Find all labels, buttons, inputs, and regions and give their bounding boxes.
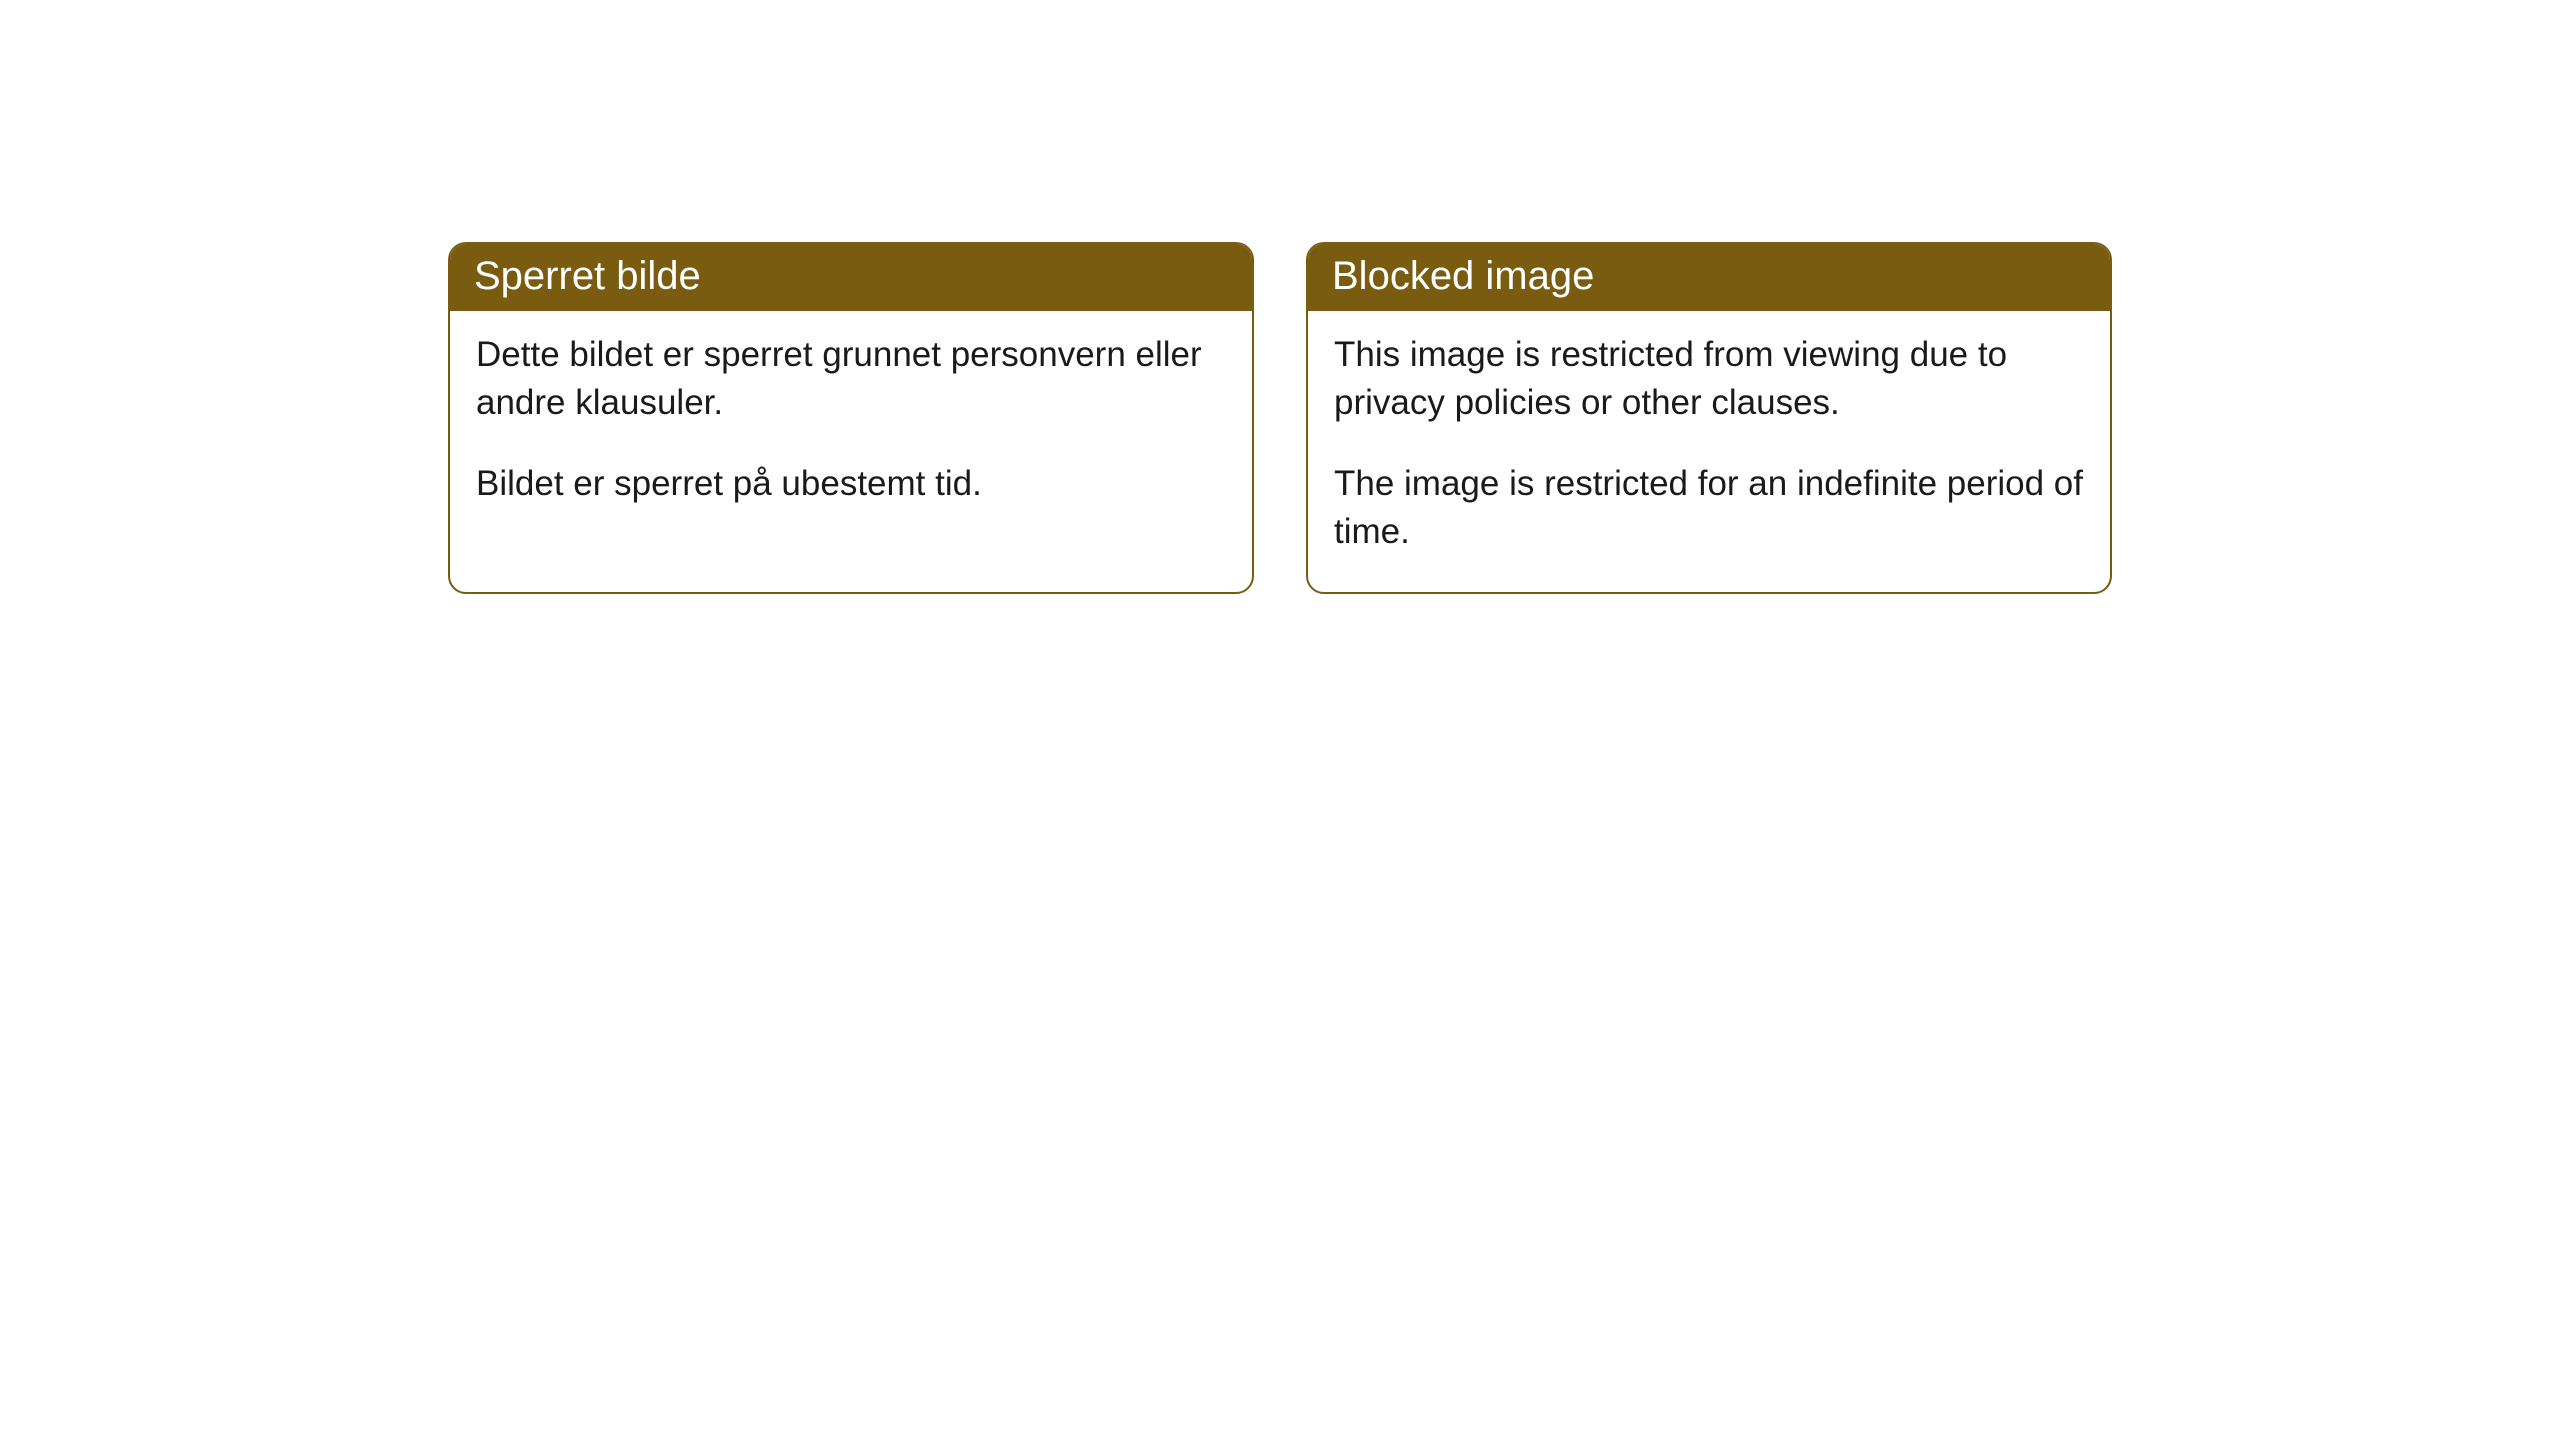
notice-card-english: Blocked image This image is restricted f… bbox=[1306, 242, 2112, 594]
card-paragraph: The image is restricted for an indefinit… bbox=[1334, 460, 2084, 557]
card-title: Blocked image bbox=[1332, 254, 1594, 298]
card-paragraph: This image is restricted from viewing du… bbox=[1334, 331, 2084, 428]
card-header: Blocked image bbox=[1308, 244, 2110, 311]
notice-card-norwegian: Sperret bilde Dette bildet er sperret gr… bbox=[448, 242, 1254, 594]
card-paragraph: Bildet er sperret på ubestemt tid. bbox=[476, 460, 1226, 508]
card-paragraph: Dette bildet er sperret grunnet personve… bbox=[476, 331, 1226, 428]
card-title: Sperret bilde bbox=[474, 254, 701, 298]
card-body: This image is restricted from viewing du… bbox=[1308, 311, 2110, 592]
notice-cards-container: Sperret bilde Dette bildet er sperret gr… bbox=[448, 242, 2112, 594]
card-header: Sperret bilde bbox=[450, 244, 1252, 311]
card-body: Dette bildet er sperret grunnet personve… bbox=[450, 311, 1252, 544]
